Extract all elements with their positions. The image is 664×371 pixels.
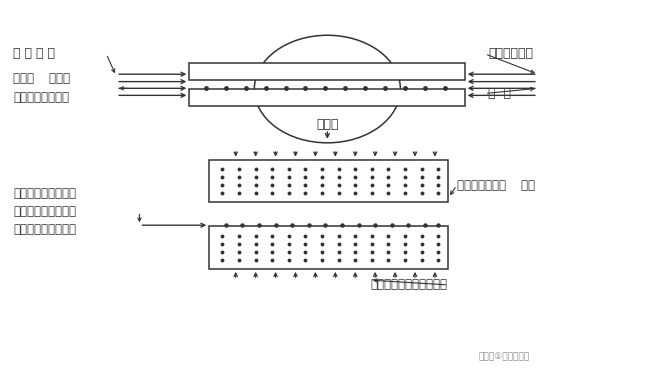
Text: 薄膜表面凸起的    额粒: 薄膜表面凸起的 额粒 — [457, 179, 535, 192]
Text: 微  粒: 微 粒 — [488, 87, 511, 100]
Bar — [209, 226, 448, 269]
Text: 空气渗入薄膜层间以
递交大气压力和表面
张力的持续压实作用: 空气渗入薄膜层间以 递交大气压力和表面 张力的持续压实作用 — [13, 187, 76, 236]
Bar — [189, 63, 465, 80]
Text: 空 气 渗 入: 空 气 渗 入 — [13, 47, 55, 60]
Bar — [209, 160, 448, 202]
Bar — [189, 89, 465, 106]
Text: 大气压力和薄膜收缩张力: 大气压力和薄膜收缩张力 — [371, 278, 448, 292]
Text: 放大图: 放大图 — [316, 118, 339, 131]
Text: 由微粒    所形成
的两层薄膜间间隙: 由微粒 所形成 的两层薄膜间间隙 — [13, 72, 70, 104]
Text: 搜狐号①圣安斯科技: 搜狐号①圣安斯科技 — [478, 353, 529, 362]
Text: 上下两层薄膜: 上下两层薄膜 — [488, 47, 533, 60]
